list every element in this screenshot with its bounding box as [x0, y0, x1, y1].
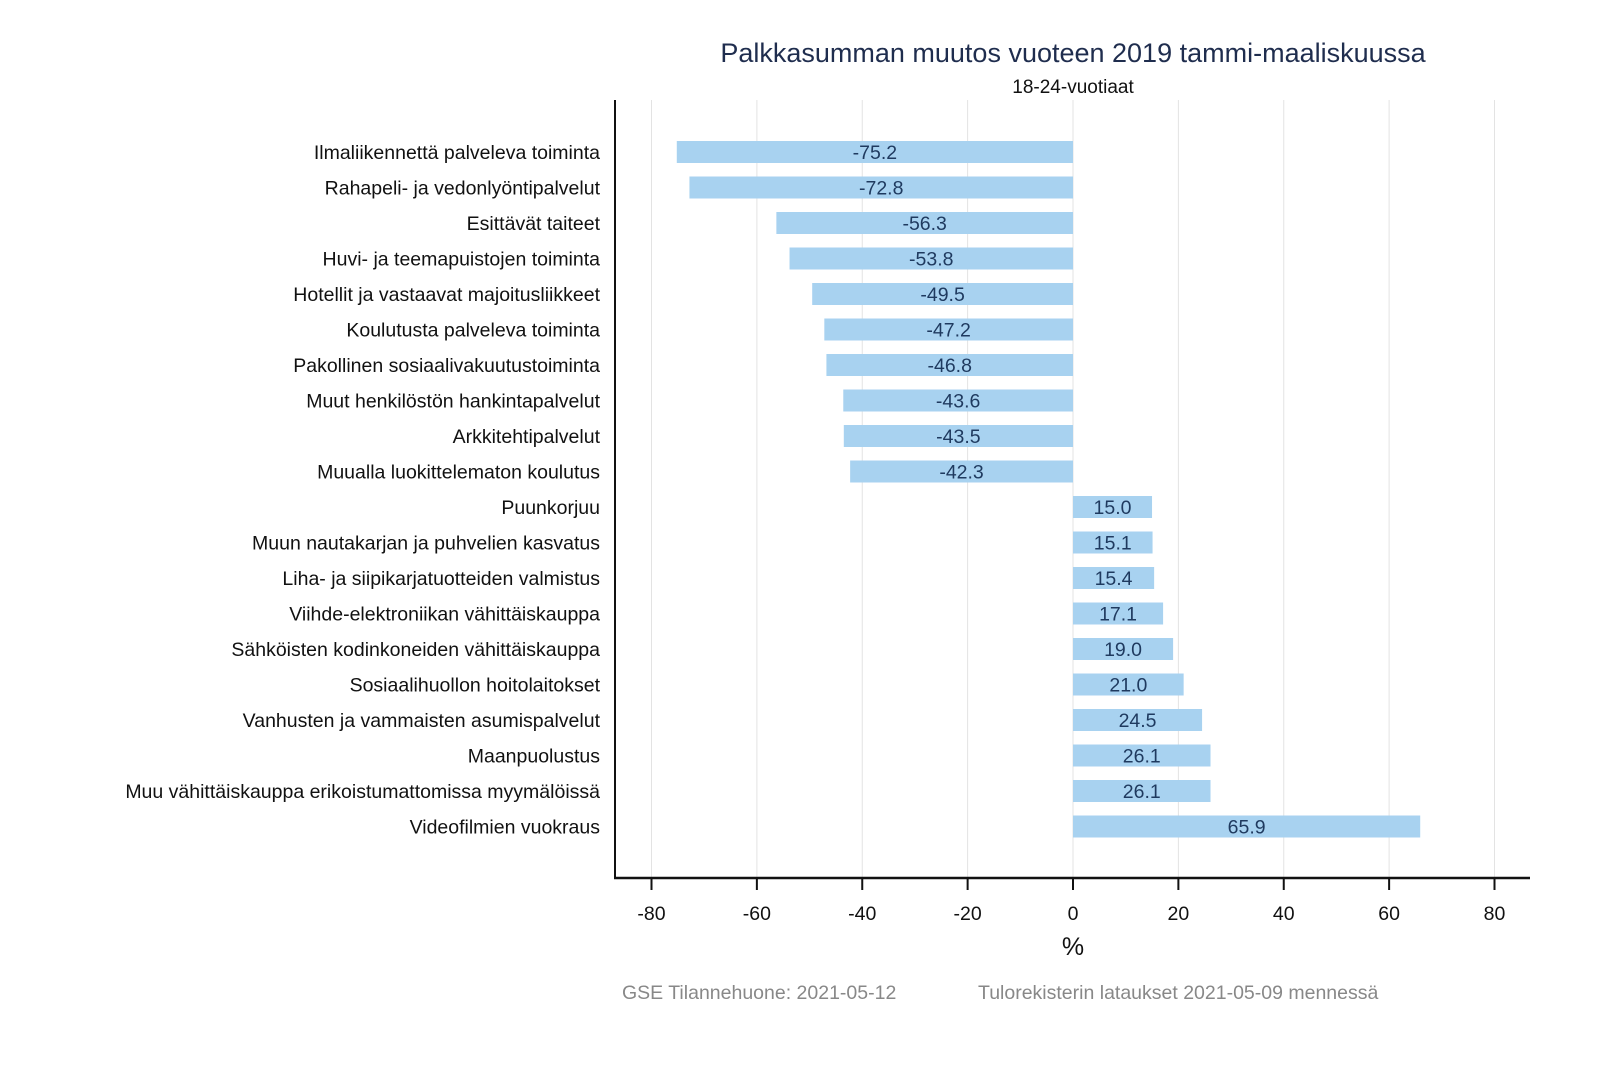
- category-label: Koulutusta palveleva toiminta: [346, 320, 600, 342]
- bar-value-label: 15.1: [1094, 533, 1132, 555]
- bar: [776, 212, 1073, 234]
- bar-value-label: 21.0: [1109, 675, 1147, 697]
- bar: [689, 176, 1073, 199]
- x-axis-ticks: -80 -60 -40 -20 0 20 40 60 80: [637, 878, 1505, 925]
- category-label: Viihde-elektroniikan vähittäiskauppa: [289, 604, 600, 626]
- x-tick-label: 0: [1068, 903, 1079, 925]
- category-label: Pakollinen sosiaalivakuutustoiminta: [293, 355, 600, 377]
- category-label: Arkkitehtipalvelut: [453, 426, 601, 448]
- category-labels: Ilmaliikennettä palveleva toiminta Rahape…: [125, 142, 600, 839]
- bar-value-label: 65.9: [1228, 817, 1266, 839]
- bars: [676, 141, 1421, 838]
- bar: [1073, 567, 1155, 589]
- bar: [1073, 744, 1211, 767]
- bar: [789, 247, 1073, 270]
- category-label: Ilmaliikennettä palveleva toiminta: [314, 142, 600, 164]
- bar: [1073, 602, 1164, 625]
- category-label: Videofilmien vuokraus: [410, 817, 601, 839]
- bar: [1073, 496, 1153, 518]
- bar: [843, 389, 1073, 412]
- bar: [826, 354, 1073, 376]
- bar-value-label: -49.5: [920, 284, 965, 306]
- x-tick-label: 80: [1484, 903, 1506, 925]
- category-label: Muu vähittäiskauppa erikoistumattomissa …: [125, 781, 600, 803]
- category-label: Huvi- ja teemapuistojen toiminta: [323, 249, 601, 271]
- bar: [1073, 673, 1184, 696]
- bar: [1073, 815, 1421, 838]
- category-label: Puunkorjuu: [501, 497, 600, 519]
- category-label: Muut henkilöstön hankintapalvelut: [306, 391, 600, 413]
- bar-value-label: 15.0: [1094, 497, 1132, 519]
- bar: [1073, 780, 1211, 802]
- category-label: Muualla luokittelematon koulutus: [317, 462, 600, 484]
- category-label: Sosiaalihuollon hoitolaitokset: [350, 675, 601, 697]
- category-label: Hotellit ja vastaavat majoitusliikkeet: [293, 284, 600, 306]
- bar-value-label: 17.1: [1099, 604, 1137, 626]
- bar-value-label: 24.5: [1119, 710, 1157, 732]
- category-label: Esittävät taiteet: [467, 213, 601, 235]
- category-label: Vanhusten ja vammaisten asumispalvelut: [243, 710, 601, 732]
- bar: [1073, 638, 1174, 660]
- bar: [1073, 531, 1153, 554]
- x-tick-label: 60: [1378, 903, 1400, 925]
- x-tick-label: -40: [848, 903, 876, 925]
- bar-value-label: 26.1: [1123, 781, 1161, 803]
- bar-value-label: -56.3: [902, 213, 946, 235]
- bar: [843, 425, 1073, 447]
- bar-value-label: -42.3: [939, 462, 983, 484]
- footer-source: GSE Tilannehuone: 2021-05-12: [622, 982, 896, 1004]
- chart-title: Palkkasumman muutos vuoteen 2019 tammi-m…: [720, 38, 1426, 68]
- bar-value-label: -46.8: [927, 355, 971, 377]
- footer-note: Tulorekisterin lataukset 2021-05-09 menn…: [978, 982, 1378, 1004]
- bar: [850, 460, 1073, 483]
- bar: [676, 141, 1073, 163]
- bar-value-label: 26.1: [1123, 746, 1161, 768]
- x-tick-label: 20: [1168, 903, 1190, 925]
- bar-value-label: -72.8: [859, 178, 903, 200]
- x-tick-label: -20: [954, 903, 982, 925]
- x-tick-label: 40: [1273, 903, 1295, 925]
- x-tick-label: -60: [743, 903, 771, 925]
- bar-value-label: -43.6: [936, 391, 980, 413]
- bar: [812, 283, 1073, 305]
- category-label: Maanpuolustus: [468, 746, 601, 768]
- bar-labels: -75.2 -72.8 -56.3 -53.8 -49.5 -47.2 -46.8 -43.6…: [853, 142, 1266, 839]
- bar-value-label: 15.4: [1095, 568, 1133, 590]
- chart-subtitle: 18-24-vuotiaat: [1012, 77, 1134, 98]
- bar-value-label: -43.5: [936, 426, 981, 448]
- bar: [824, 318, 1073, 341]
- bar-value-label: 19.0: [1104, 639, 1142, 661]
- x-axis-title: %: [1062, 933, 1084, 961]
- category-label: Sähköisten kodinkoneiden vähittäiskauppa: [231, 639, 600, 661]
- x-tick-label: -80: [637, 903, 665, 925]
- bar-value-label: -47.2: [926, 320, 970, 342]
- bar-value-label: -53.8: [909, 249, 953, 271]
- bar: [1073, 709, 1203, 731]
- category-label: Rahapeli- ja vedonlyöntipalvelut: [325, 178, 601, 200]
- category-label: Muun nautakarjan ja puhvelien kasvatus: [252, 533, 600, 555]
- category-label: Liha- ja siipikarjatuotteiden valmistus: [282, 568, 600, 590]
- bar-value-label: -75.2: [853, 142, 897, 164]
